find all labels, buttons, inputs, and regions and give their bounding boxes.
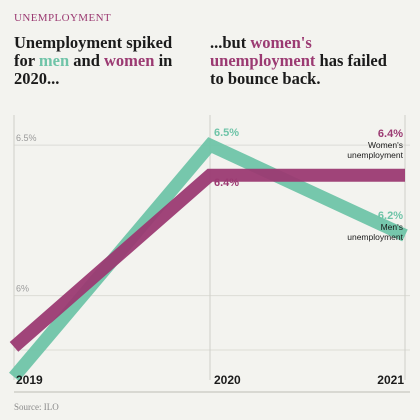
x-tick-label: 2021 <box>377 373 404 387</box>
y-tick-label: 6% <box>16 284 29 294</box>
headline-left-pre: Unemployment spiked for <box>14 33 173 70</box>
series-line-women <box>9 168 405 352</box>
headline-right: ...but women's unemployment has failed t… <box>210 34 390 88</box>
point-label-men-2021: 6.2% <box>378 210 403 222</box>
series-line-men <box>9 137 408 382</box>
headline-right-pre: ...but <box>210 33 251 52</box>
headline-men: men <box>38 51 70 70</box>
point-label-women-2020: 6.4% <box>214 177 239 189</box>
source-note: Source: ILO <box>14 402 59 412</box>
headline-left: Unemployment spiked for men and women in… <box>14 34 194 88</box>
headline-women: women <box>104 51 155 70</box>
point-label-men-2020: 6.5% <box>214 127 239 139</box>
y-tick-label: 6.5% <box>16 133 37 143</box>
series-label-women: unemployment <box>347 150 403 160</box>
point-label-women-2021: 6.4% <box>378 128 403 140</box>
x-tick-label: 2019 <box>16 373 43 387</box>
series-label-men: Men's <box>381 222 403 232</box>
x-tick-label: 2020 <box>214 373 241 387</box>
headline-womens-unemployment: women's unemployment <box>210 33 316 70</box>
headline-left-post: in 2020... <box>14 51 173 88</box>
series-label-women: Women's <box>368 140 403 150</box>
series-label-men: unemployment <box>347 232 403 242</box>
headline-left-mid: and <box>69 51 105 70</box>
headline-right-post: has failed to bounce back. <box>210 51 387 88</box>
kicker: UNEMPLOYMENT <box>14 12 112 24</box>
